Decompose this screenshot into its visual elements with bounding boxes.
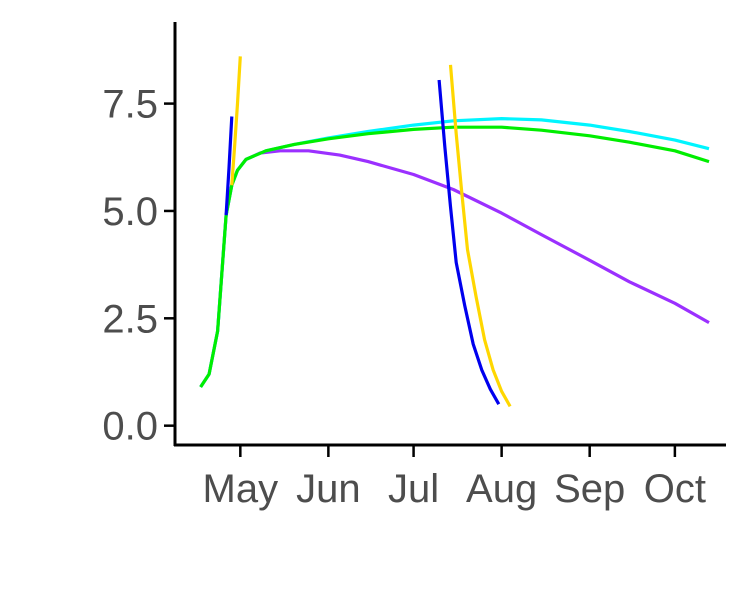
x-tick-label: Aug (466, 467, 537, 511)
series-line-4 (224, 116, 234, 216)
y-tick-label: 0.0 (102, 405, 158, 449)
y-tick-label: 7.5 (102, 83, 158, 127)
y-tick-label: 5.0 (102, 190, 158, 234)
x-tick-label: May (203, 467, 279, 511)
series-line-1 (199, 149, 710, 388)
series-line-6 (230, 56, 242, 186)
y-axis-ticks: 0.0 2.5 5.0 7.5 (102, 83, 175, 449)
series-line-7 (448, 64, 512, 408)
x-axis-ticks: May Jun Jul Aug Sep Oct (203, 445, 706, 511)
series-layer (199, 56, 710, 408)
x-tick-label: Sep (554, 467, 625, 511)
x-tick-label: Jun (296, 467, 361, 511)
y-tick-label: 2.5 (102, 297, 158, 341)
series-line-5 (437, 79, 501, 405)
x-tick-label: Oct (644, 467, 706, 511)
x-tick-label: Jul (388, 467, 439, 511)
